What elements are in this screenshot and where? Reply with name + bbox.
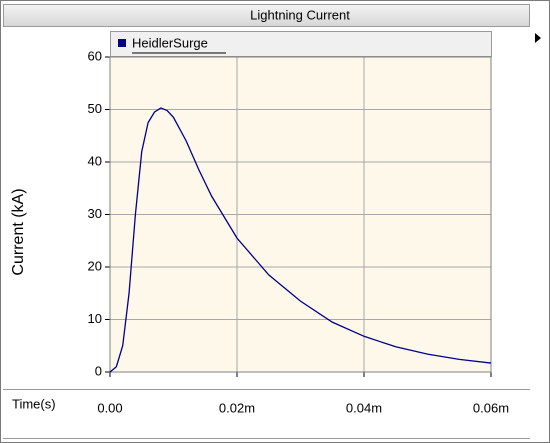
x-tick-label: 0.06m <box>473 400 509 415</box>
x-tick-label: 0.00 <box>97 400 122 415</box>
legend-swatch <box>118 39 126 47</box>
y-axis-label: Current (kA) <box>10 188 27 275</box>
series-line <box>109 107 492 373</box>
y-tick-label: 40 <box>88 153 102 168</box>
menu-arrow[interactable] <box>535 33 541 43</box>
y-tick-label: 30 <box>88 206 102 221</box>
title-bar <box>3 4 530 27</box>
y-tick-label: 50 <box>88 101 102 116</box>
legend-label: HeidlerSurge <box>132 35 208 50</box>
x-tick-label: 0.02m <box>219 400 255 415</box>
y-tick-label: 0 <box>95 363 102 378</box>
x-axis-label: Time(s) <box>12 396 56 411</box>
y-tick-label: 60 <box>88 48 102 63</box>
y-tick-label: 10 <box>88 311 102 326</box>
y-tick-label: 20 <box>88 258 102 273</box>
x-tick-label: 0.04m <box>346 400 382 415</box>
legend-bar <box>110 31 492 57</box>
chart-title: Lightning Current <box>250 7 350 22</box>
plot-border <box>109 56 492 373</box>
